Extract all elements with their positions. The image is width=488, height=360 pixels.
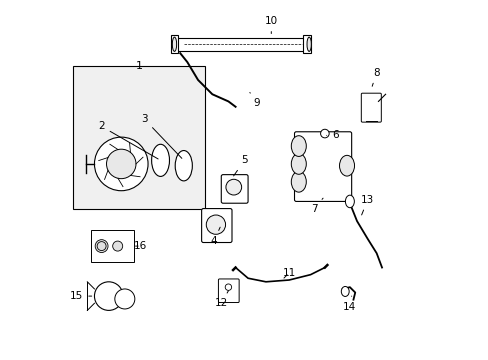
- FancyBboxPatch shape: [294, 132, 351, 202]
- FancyBboxPatch shape: [201, 208, 231, 243]
- FancyBboxPatch shape: [218, 279, 239, 302]
- Circle shape: [95, 240, 108, 252]
- FancyBboxPatch shape: [361, 93, 381, 122]
- Text: 8: 8: [371, 68, 379, 86]
- Ellipse shape: [172, 37, 176, 51]
- Text: 7: 7: [310, 198, 323, 213]
- Text: 6: 6: [326, 130, 338, 140]
- Text: 15: 15: [70, 291, 91, 301]
- Circle shape: [320, 129, 328, 138]
- Bar: [176, 38, 305, 51]
- Ellipse shape: [339, 156, 354, 176]
- Text: 1: 1: [135, 61, 142, 71]
- Ellipse shape: [151, 144, 169, 176]
- Circle shape: [115, 289, 135, 309]
- Circle shape: [106, 149, 136, 179]
- Text: 4: 4: [210, 227, 220, 246]
- Ellipse shape: [345, 195, 354, 208]
- Circle shape: [225, 284, 231, 291]
- Bar: [73, 66, 205, 208]
- Bar: [170, 35, 178, 53]
- Text: 11: 11: [282, 268, 295, 278]
- Text: 14: 14: [343, 296, 356, 312]
- Circle shape: [225, 179, 241, 195]
- Text: 3: 3: [141, 114, 182, 158]
- Circle shape: [94, 282, 123, 310]
- Text: 12: 12: [214, 291, 228, 308]
- Circle shape: [206, 215, 225, 234]
- Ellipse shape: [306, 37, 311, 51]
- Ellipse shape: [291, 136, 305, 157]
- Ellipse shape: [291, 171, 305, 192]
- Text: 2: 2: [98, 121, 158, 159]
- FancyBboxPatch shape: [221, 175, 247, 203]
- Text: 16: 16: [134, 241, 147, 251]
- Text: 5: 5: [233, 156, 247, 176]
- Bar: [91, 230, 134, 262]
- Ellipse shape: [175, 150, 192, 181]
- Text: 10: 10: [264, 16, 277, 33]
- Circle shape: [94, 137, 148, 191]
- Bar: [303, 35, 311, 53]
- Text: 13: 13: [360, 195, 374, 215]
- Ellipse shape: [291, 154, 305, 174]
- Circle shape: [112, 241, 122, 251]
- Text: 9: 9: [249, 93, 260, 108]
- Ellipse shape: [341, 287, 348, 296]
